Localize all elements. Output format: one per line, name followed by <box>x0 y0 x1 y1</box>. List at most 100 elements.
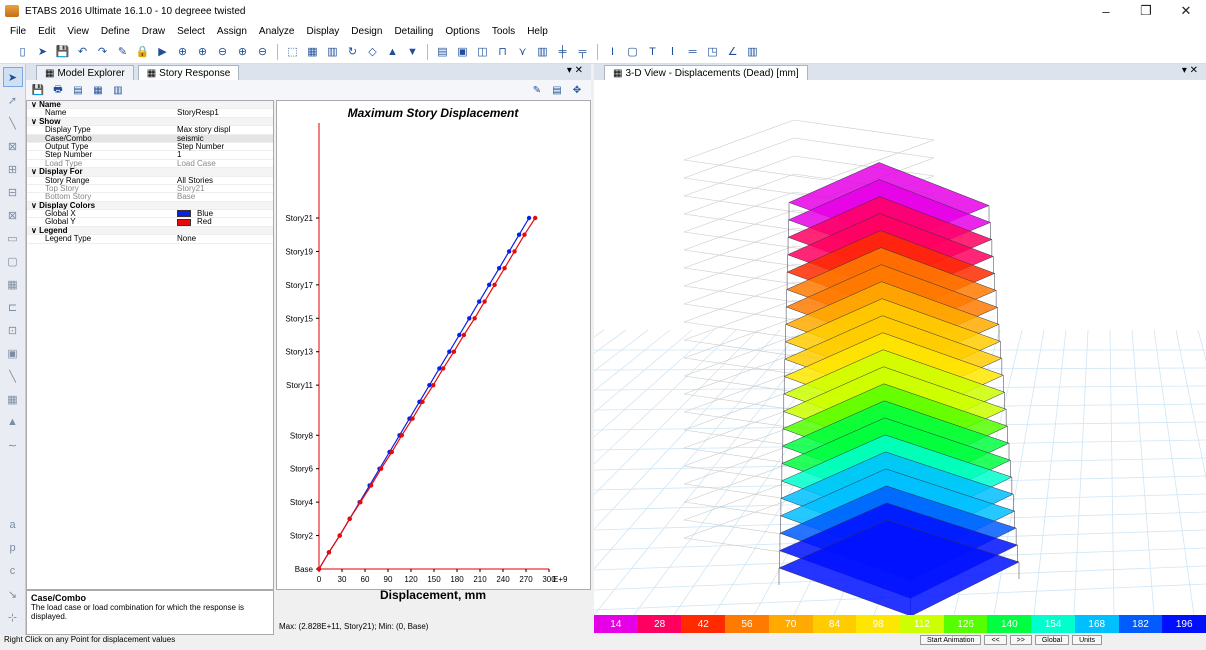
data-point[interactable] <box>399 433 404 438</box>
property-row[interactable]: Global Y Red <box>27 218 273 227</box>
data-point[interactable] <box>431 382 436 388</box>
data-point[interactable] <box>358 499 363 505</box>
menu-select[interactable]: Select <box>177 25 205 37</box>
property-category[interactable]: ∨ Legend <box>27 225 273 236</box>
data-point[interactable] <box>378 466 384 471</box>
menu-options[interactable]: Options <box>445 25 480 37</box>
rotate-icon[interactable]: ↻ <box>347 46 358 58</box>
pencil-icon[interactable]: ✎ <box>532 84 542 96</box>
color-swatch[interactable] <box>177 210 191 218</box>
menu-help[interactable]: Help <box>527 25 548 37</box>
zoom-out-icon[interactable]: ⊖ <box>217 46 228 58</box>
restore-icon[interactable]: ❐ <box>1140 3 1152 18</box>
property-category[interactable]: ∨ Name <box>27 100 273 110</box>
chevron-down-icon[interactable]: ∨ <box>31 167 40 177</box>
chevron-down-icon[interactable]: ∨ <box>31 225 40 235</box>
zoom-all-icon[interactable]: ⊕ <box>237 46 248 58</box>
draw-ramp-icon[interactable]: ⊏ <box>7 301 18 314</box>
property-row[interactable]: Output Type Step Number <box>27 142 273 152</box>
save-icon[interactable]: 💾 <box>55 46 70 58</box>
chevron-down-icon[interactable]: ∨ <box>31 200 40 210</box>
data-point[interactable] <box>441 366 446 371</box>
property-row[interactable]: Global X Blue <box>27 209 273 219</box>
joint-icon[interactable]: ⋎ <box>518 46 527 58</box>
data-point[interactable] <box>368 483 374 488</box>
beam-icon[interactable]: ╤ <box>578 45 587 58</box>
area-icon[interactable]: ▢ <box>627 46 638 58</box>
data-point[interactable] <box>427 382 432 388</box>
property-row[interactable]: Display Type Max story displ <box>27 125 273 135</box>
data-point[interactable] <box>389 449 395 455</box>
tab-story-response[interactable]: ▦ Story Response <box>137 65 240 80</box>
data-point[interactable] <box>506 249 512 254</box>
data-point[interactable] <box>420 399 425 405</box>
view-close-icon[interactable]: ▾ ✕ <box>1181 65 1198 76</box>
data-point[interactable] <box>502 265 507 271</box>
table-icon[interactable]: ▦ <box>93 84 103 96</box>
draw-link-icon[interactable]: ╲ <box>9 370 16 383</box>
show-deformed-icon[interactable]: ▣ <box>457 46 468 58</box>
data-point[interactable] <box>451 349 457 354</box>
new-model-icon[interactable]: ▯ <box>19 46 26 58</box>
draw-panel-icon[interactable]: ▣ <box>7 347 18 360</box>
zoom-window-icon[interactable]: ⊕ <box>177 46 188 58</box>
data-point[interactable] <box>437 366 442 371</box>
menu-assign[interactable]: Assign <box>216 25 247 37</box>
menu-define[interactable]: Define <box>100 25 130 37</box>
data-point[interactable] <box>477 299 482 304</box>
data-point[interactable] <box>487 282 492 288</box>
data-point[interactable] <box>410 416 415 421</box>
data-point[interactable] <box>457 332 462 338</box>
data-point[interactable] <box>496 265 502 271</box>
zoom-previous-icon[interactable]: ⊖ <box>257 46 268 58</box>
draw-wall-icon[interactable]: ⊠ <box>7 209 18 222</box>
view-3d-icon[interactable]: ⬚ <box>287 46 298 58</box>
data-point[interactable] <box>337 533 342 538</box>
select-all-icon[interactable]: a <box>9 519 16 531</box>
chart-options-icon[interactable]: ▥ <box>113 84 123 96</box>
snap-icon[interactable]: ↘ <box>7 588 18 601</box>
pencil-icon[interactable]: ✎ <box>117 46 128 58</box>
show-forces-icon[interactable]: ◫ <box>477 46 488 58</box>
display-table-icon[interactable]: ▤ <box>552 84 562 96</box>
reshape-icon[interactable]: ➚ <box>7 94 18 107</box>
property-category[interactable]: ∨ Display Colors <box>27 200 273 211</box>
column-icon[interactable]: ╪ <box>558 45 567 58</box>
draw-slab-icon[interactable]: ▦ <box>7 278 18 291</box>
draw-floor-icon[interactable]: ▭ <box>7 232 18 245</box>
dimension-icon[interactable]: ═ <box>688 45 697 58</box>
property-row[interactable]: Step Number 1 <box>27 150 273 160</box>
undo-icon[interactable]: ↶ <box>77 46 88 58</box>
3d-view[interactable] <box>594 80 1206 615</box>
tee-icon[interactable]: T <box>649 45 656 58</box>
select-pointer-icon[interactable]: ➤ <box>2 67 23 87</box>
menu-draw[interactable]: Draw <box>141 25 166 37</box>
tab-model-explorer[interactable]: ▦ Model Explorer <box>36 65 134 80</box>
displacement-chart[interactable]: Maximum Story Displacement Base Story2 Stor… <box>277 101 590 616</box>
tab-3d-view[interactable]: ▦ 3-D View - Displacements (Dead) [mm] <box>604 65 808 80</box>
steel-section-icon[interactable]: Ⅰ <box>670 46 675 58</box>
data-point[interactable] <box>512 249 517 254</box>
data-point[interactable] <box>461 332 467 338</box>
property-row[interactable]: Case/Combo seismic <box>27 134 273 143</box>
menu-tools[interactable]: Tools <box>491 25 516 37</box>
frame-icon[interactable]: ⊓ <box>498 46 507 58</box>
data-point[interactable] <box>492 282 497 288</box>
move-icon[interactable]: ✥ <box>572 84 582 96</box>
plan-view-icon[interactable]: ▦ <box>307 46 318 58</box>
move-down-icon[interactable]: ▼ <box>407 45 418 58</box>
move-up-icon[interactable]: ▲ <box>387 45 398 58</box>
draw-line-tool-icon[interactable]: ╲ <box>9 117 16 130</box>
coordinate-system-select[interactable]: Global <box>1034 635 1070 645</box>
wall-icon[interactable]: ▥ <box>537 46 548 58</box>
property-row[interactable]: Name StoryResp1 <box>27 108 273 118</box>
menu-design[interactable]: Design <box>351 25 383 37</box>
snap-options-icon[interactable]: ⊹ <box>7 611 18 624</box>
draw-opening-icon[interactable]: ▢ <box>7 255 18 268</box>
previous-button[interactable]: << <box>984 635 1007 645</box>
menu-edit[interactable]: Edit <box>38 25 56 37</box>
draw-area-icon[interactable]: ⊡ <box>7 324 18 337</box>
chevron-down-icon[interactable]: ∨ <box>31 116 40 126</box>
previous-selection-icon[interactable]: p <box>9 542 16 554</box>
property-category[interactable]: ∨ Show <box>27 116 273 127</box>
